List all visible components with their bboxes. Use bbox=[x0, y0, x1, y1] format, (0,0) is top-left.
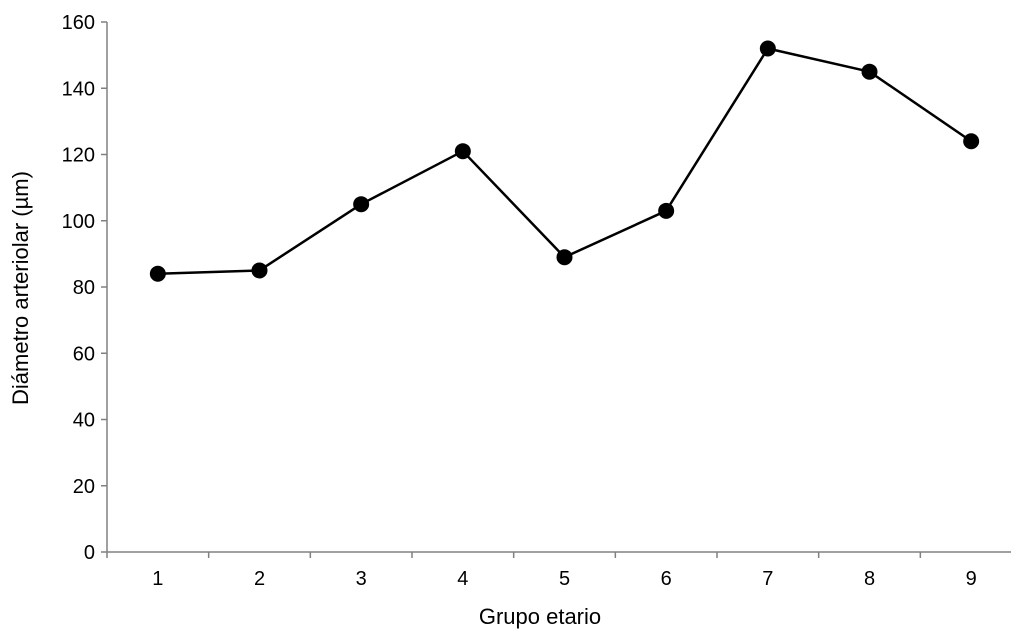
y-tick-label: 60 bbox=[73, 343, 95, 365]
y-tick-label: 160 bbox=[62, 12, 95, 34]
data-point bbox=[251, 262, 268, 279]
x-tick-label: 1 bbox=[152, 568, 163, 590]
x-tick-label: 4 bbox=[457, 568, 468, 590]
x-tick-label: 3 bbox=[356, 568, 367, 590]
data-point bbox=[454, 143, 471, 160]
data-point bbox=[658, 202, 675, 219]
y-tick-label: 140 bbox=[62, 78, 95, 100]
data-point bbox=[149, 265, 166, 282]
data-point bbox=[556, 249, 573, 266]
tick-labels: 0 20 40 60 80 100 120 140 160 1 2 3 4 5 6 7 8 9 bbox=[62, 12, 977, 590]
x-tick-label: 2 bbox=[254, 568, 265, 590]
x-tick-label: 9 bbox=[966, 568, 977, 590]
y-axis-title: Diámetro arteriolar (µm) bbox=[8, 171, 33, 405]
x-tick-label: 5 bbox=[559, 568, 570, 590]
y-tick-label: 0 bbox=[84, 542, 95, 564]
data-point bbox=[353, 196, 370, 213]
y-tick-label: 40 bbox=[73, 410, 95, 432]
data-point bbox=[963, 133, 980, 150]
y-tick-label: 120 bbox=[62, 145, 95, 167]
y-tick-label: 100 bbox=[62, 211, 95, 233]
x-axis-title: Grupo etario bbox=[479, 604, 601, 629]
y-tick-label: 20 bbox=[73, 476, 95, 498]
data-point bbox=[861, 63, 878, 80]
series-line bbox=[157, 47, 972, 275]
x-tick-label: 6 bbox=[661, 568, 672, 590]
x-tick-label: 7 bbox=[762, 568, 773, 590]
data-series bbox=[149, 40, 980, 282]
x-tick-label: 8 bbox=[864, 568, 875, 590]
axes bbox=[101, 21, 1011, 558]
y-tick-label: 80 bbox=[73, 277, 95, 299]
data-point bbox=[759, 40, 776, 57]
